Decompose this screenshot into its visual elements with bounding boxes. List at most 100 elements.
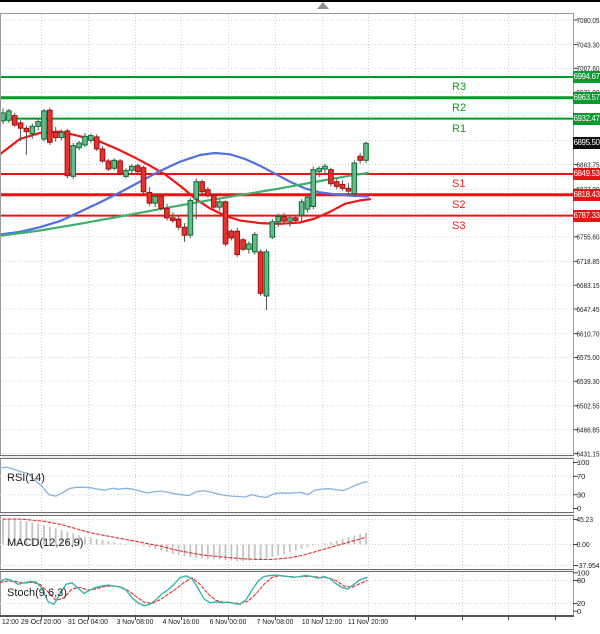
panel-separator[interactable]: [0, 455, 574, 459]
price-tick-label: 6755.60: [577, 233, 600, 242]
candle: [211, 195, 217, 208]
time-tick-label: 12:00: [2, 617, 19, 626]
candle: [23, 127, 30, 133]
candle: [129, 165, 135, 171]
panel-frame: [0, 571, 574, 616]
candle: [146, 191, 153, 204]
candle: [88, 135, 94, 141]
stoch-tick-label: 0: [577, 607, 581, 616]
candle: [134, 165, 141, 173]
price-tick-label: 7043.30: [577, 40, 600, 49]
time-tick-label: 29 Oct 20:00: [21, 617, 61, 626]
candle: [339, 183, 346, 189]
panel-frame: [0, 515, 574, 570]
rsi-indicator-label: RSI(14): [7, 472, 45, 484]
candle: [234, 230, 240, 256]
candle: [170, 217, 176, 222]
stoch-tick-label: 80: [577, 576, 585, 585]
price-tick-label: 6575.00: [577, 353, 600, 362]
price-tick-label: 6718.85: [577, 257, 600, 266]
candle: [29, 125, 36, 135]
candle: [175, 218, 182, 228]
support-label-s2: S2: [452, 199, 466, 211]
price-tick-label: 6647.45: [577, 305, 600, 314]
candle: [357, 155, 363, 161]
candle: [257, 251, 264, 294]
candle: [35, 121, 41, 127]
price-tick-label: 6502.55: [577, 402, 600, 411]
stoch-indicator-label: Stoch(9,6,3): [7, 587, 67, 599]
time-tick-label: 11 Nov 20:00: [348, 617, 388, 626]
candle: [228, 230, 235, 239]
candle: [64, 130, 71, 177]
candle: [181, 226, 188, 236]
candle: [152, 195, 158, 204]
candle: [70, 145, 77, 177]
macd-tick-label: -37.954: [577, 561, 600, 570]
candle: [205, 189, 211, 197]
candle: [345, 187, 352, 192]
candle: [82, 135, 88, 146]
price-badge-r3: 6994.67: [573, 71, 600, 83]
candle: [287, 217, 293, 222]
candle: [222, 201, 229, 245]
time-tick-label: 4 Nov 16:00: [163, 617, 200, 626]
candle: [117, 160, 123, 175]
candle: [6, 110, 12, 121]
stoch-d-line: [0, 574, 368, 605]
panel-separator[interactable]: [0, 569, 574, 572]
candle: [58, 131, 65, 139]
candle: [52, 131, 59, 139]
candle: [363, 142, 369, 161]
shift-marker-icon: [317, 2, 329, 9]
stoch-tick-label: 100: [577, 568, 590, 577]
price-badge-r2: 6963.57: [573, 92, 600, 104]
candle: [158, 195, 164, 209]
candle: [252, 234, 258, 253]
candle: [47, 109, 53, 143]
candle: [76, 142, 82, 149]
candle: [333, 181, 340, 187]
price-badge-s2: 6818.43: [573, 189, 600, 201]
candle: [328, 169, 334, 185]
candle: [193, 181, 199, 200]
support-label-s3: S3: [452, 220, 466, 232]
candle: [11, 115, 18, 126]
price-tick-label: 6610.70: [577, 329, 600, 338]
candle: [216, 201, 223, 208]
candle: [41, 110, 47, 140]
candle: [105, 160, 112, 170]
candle: [275, 216, 281, 223]
price-badge-r1: 6932.47: [573, 113, 600, 125]
candle: [187, 199, 194, 236]
stoch-tick-label: 20: [577, 599, 585, 608]
price-badge-s3: 6787.33: [573, 210, 600, 222]
candle: [246, 243, 252, 250]
candle: [199, 181, 205, 193]
rsi-line: [0, 466, 368, 499]
panel-separator[interactable]: [0, 512, 574, 516]
candle: [263, 251, 270, 297]
price-badge-s1: 6849.53: [573, 168, 600, 180]
chart-bottom-border: [0, 615, 574, 617]
time-tick-label: 3 Nov 08:00: [117, 617, 154, 626]
candle: [140, 167, 147, 193]
candle: [281, 216, 287, 222]
price-tick-label: 6466.85: [577, 426, 600, 435]
candle: [322, 165, 328, 170]
candle: [292, 217, 299, 222]
candle: [0, 112, 6, 122]
rsi-tick-label: 0: [577, 504, 581, 513]
time-tick-label: 31 Oct 04:00: [68, 617, 108, 626]
candle: [123, 169, 129, 177]
support-label-s1: S1: [452, 178, 466, 190]
candle: [298, 201, 305, 216]
macd-signal-line: [2, 518, 367, 560]
candle: [99, 148, 106, 162]
time-tick-label: 10 Nov 12:00: [302, 617, 342, 626]
resistance-label-r3: R3: [452, 81, 467, 93]
candle: [310, 169, 317, 207]
candle: [316, 167, 322, 173]
